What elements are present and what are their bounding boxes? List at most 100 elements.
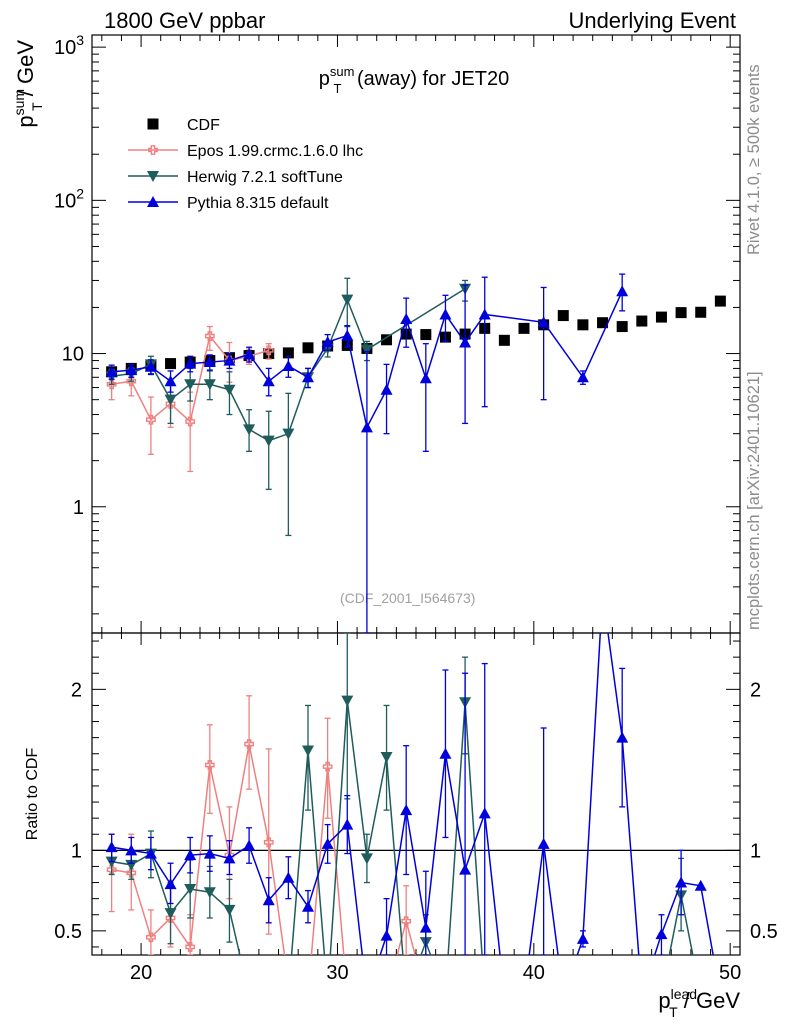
ratio-tick-label-right: 0.5	[750, 921, 778, 943]
ratio-point-pythia	[616, 731, 629, 743]
ratio-point-pythia	[282, 871, 295, 883]
data-point-cdf	[675, 307, 687, 319]
ratio-point-pythia	[223, 852, 236, 864]
data-point-epos	[146, 414, 156, 425]
legend: CDF Epos 1.99.crmc.1.6.0 lhc Herwig 7.2.1 …	[128, 117, 363, 212]
ratio-point-pythia	[597, 587, 609, 598]
data-point-cdf	[557, 310, 569, 322]
ratio-point-pythia	[694, 879, 707, 891]
ratio-point-pythia	[341, 818, 354, 830]
legend-label: Epos 1.99.crmc.1.6.0 lhc	[187, 143, 363, 160]
data-point-cdf	[518, 322, 530, 334]
legend-label: Pythia 8.315 default	[187, 195, 329, 212]
data-point-pythia	[203, 356, 216, 368]
data-point-cdf	[695, 306, 707, 318]
data-point-pythia	[439, 308, 452, 320]
data-point-epos	[185, 416, 196, 427]
ratio-point-pythia	[262, 894, 275, 906]
ratio-plot-frame	[91, 632, 741, 956]
ratio-point-herwig	[360, 853, 373, 865]
data-point-cdf	[381, 334, 393, 346]
ratio-point-pythia	[675, 876, 688, 888]
y-axis-label: psum T / GeV	[11, 40, 45, 128]
ratio-point-pythia	[537, 837, 550, 849]
x-tick-label: 30	[326, 962, 348, 984]
ratio-point-pythia	[380, 929, 393, 941]
ratio-point-herwig	[184, 883, 197, 895]
data-point-herwig	[360, 344, 373, 356]
ratio-point-pythia	[243, 839, 256, 851]
data-point-pythia	[478, 308, 491, 320]
ratio-point-pythia	[576, 932, 589, 944]
data-point-pythia	[321, 335, 334, 347]
data-point-pythia	[184, 357, 197, 369]
data-point-epos	[126, 376, 137, 387]
data-point-herwig	[164, 394, 177, 406]
legend-marker	[147, 196, 159, 207]
legend-entry-epos: Epos 1.99.crmc.1.6.0 lhc	[128, 143, 363, 160]
x-tick-label: 20	[130, 962, 152, 984]
header-left: 1800 GeV ppbar	[104, 8, 266, 33]
data-point-herwig	[262, 435, 275, 447]
data-point-cdf	[636, 315, 648, 327]
ratio-point-pythia	[184, 849, 197, 861]
data-point-epos	[106, 379, 117, 390]
ratio-line-pythia	[111, 633, 714, 955]
data-point-epos	[204, 331, 215, 341]
y-tick-label: 102	[54, 185, 84, 212]
series-pythia	[105, 273, 629, 633]
legend-entry-herwig: Herwig 7.2.1 softTune	[128, 169, 343, 186]
data-point-herwig	[184, 379, 197, 391]
data-point-pythia	[282, 359, 295, 371]
data-point-herwig	[243, 424, 256, 436]
data-point-herwig	[223, 384, 236, 396]
ratio-point-pythia	[459, 863, 472, 875]
ratio-point-pythia	[164, 878, 177, 890]
data-point-pythia	[262, 375, 275, 387]
data-point-pythia	[380, 383, 393, 395]
ratio-point-herwig	[223, 904, 236, 916]
ratio-point-pythia	[144, 847, 157, 859]
data-point-pythia	[419, 372, 432, 384]
data-point-pythia	[616, 285, 629, 297]
y-tick-label: 1	[73, 497, 84, 519]
ratio-point-epos	[146, 932, 156, 943]
ratio-point-herwig	[302, 745, 314, 757]
data-point-herwig	[203, 379, 216, 391]
ratio-point-pythia	[439, 747, 452, 759]
ratio-point-pythia	[655, 928, 668, 940]
data-point-pythia	[537, 316, 550, 328]
ratio-point-pythia	[302, 900, 314, 912]
ratio-tick-label: 1	[71, 840, 82, 862]
series-herwig	[105, 277, 472, 537]
ratio-line-herwig	[111, 700, 694, 955]
ratio-point-pythia	[105, 841, 118, 853]
ratio-point-epos	[185, 942, 196, 952]
y-tick-label: 10	[62, 344, 84, 366]
x-tick-label: 40	[523, 962, 545, 984]
data-series	[105, 273, 726, 633]
ratio-axis-label: Ratio to CDF	[24, 748, 41, 841]
data-point-cdf	[420, 329, 432, 341]
data-point-epos	[263, 345, 274, 356]
ratio-series	[105, 587, 714, 955]
data-point-cdf	[165, 358, 177, 370]
ratio-series-epos	[106, 695, 416, 955]
data-point-pythia	[302, 371, 314, 383]
analysis-watermark: (CDF_2001_I564673)	[340, 590, 476, 606]
ratio-point-pythia	[321, 837, 334, 849]
ratio-point-epos	[244, 739, 254, 749]
ratio-point-epos	[165, 913, 176, 923]
data-point-cdf	[714, 295, 726, 307]
ratio-point-pythia	[478, 807, 491, 819]
ratio-point-herwig	[164, 908, 177, 920]
y-tick-label: 103	[54, 32, 84, 59]
data-point-pythia	[105, 365, 118, 377]
ratio-point-pythia	[203, 847, 216, 859]
legend-label: CDF	[187, 117, 220, 134]
data-point-cdf	[498, 334, 510, 346]
data-point-pythia	[400, 313, 413, 325]
legend-entry-cdf: CDF	[147, 117, 220, 134]
data-point-pythia	[243, 348, 256, 360]
